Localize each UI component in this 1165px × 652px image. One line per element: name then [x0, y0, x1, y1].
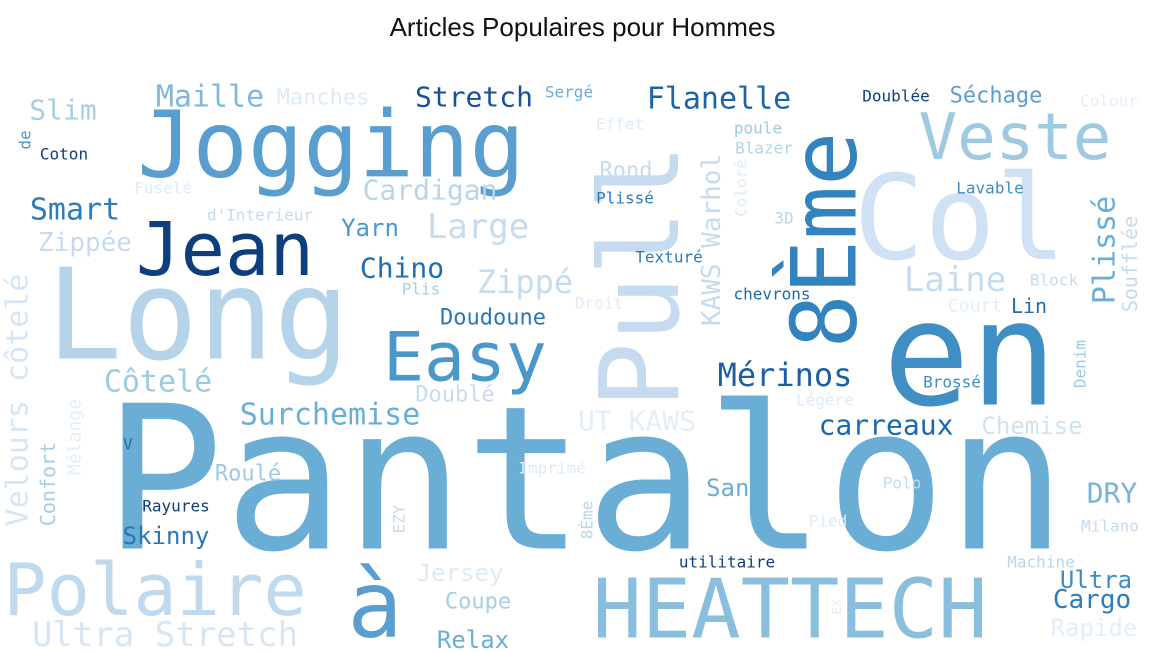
word-20: Smart	[30, 193, 120, 228]
word-30: KAWS Warhol	[697, 154, 727, 326]
word-75: d'Interieur	[207, 206, 313, 225]
word-56: Légère	[796, 391, 854, 410]
word-18: Flanelle	[647, 82, 792, 117]
word-72: 3D	[774, 209, 793, 228]
word-47: Confort	[36, 442, 60, 526]
word-65: Doublée	[862, 87, 929, 106]
word-7: Polaire	[3, 548, 306, 632]
word-28: Slim	[29, 94, 96, 127]
word-10: Veste	[919, 101, 1112, 175]
word-68: Effet	[596, 115, 644, 134]
word-87: V	[123, 435, 133, 454]
word-12: Easy	[383, 319, 547, 398]
word-49: Séchage	[950, 84, 1043, 109]
word-82: Machine	[1007, 553, 1074, 572]
word-77: de	[16, 130, 35, 149]
word-6: 8Ème	[771, 132, 878, 349]
word-31: UT KAWS	[578, 405, 696, 438]
word-15: Large	[427, 207, 529, 247]
word-5: Pull	[576, 144, 704, 409]
word-70: Blazer	[735, 139, 793, 158]
word-84: EX	[830, 599, 844, 614]
word-13: Ultra Stretch	[32, 615, 298, 652]
word-35: Chemise	[981, 412, 1082, 440]
word-64: Droit	[575, 294, 623, 313]
word-34: carreaux	[819, 409, 954, 442]
word-62: Texturé	[635, 248, 702, 267]
word-57: Court	[948, 296, 1002, 317]
word-46: Skinny	[123, 522, 210, 550]
word-1: HEATTECH	[593, 563, 988, 652]
word-0: Pantalon	[103, 364, 1066, 597]
word-54: Rond	[600, 159, 653, 184]
word-25: Côtelé	[104, 365, 212, 400]
word-40: Coupe	[445, 590, 511, 615]
word-80: Pied	[809, 512, 848, 531]
word-44: Roulé	[215, 462, 281, 487]
word-63: Plis	[402, 280, 441, 299]
word-52: Denim	[1071, 340, 1090, 388]
word-8: à	[347, 552, 402, 652]
word-38: Ultra	[1060, 566, 1132, 594]
word-81: Milano	[1081, 517, 1139, 536]
word-45: Sans	[706, 474, 764, 502]
word-26: Velours côtelé	[1, 274, 36, 527]
word-39: Relax	[437, 626, 509, 652]
word-14: Laine	[904, 260, 1006, 300]
chart-title: Articles Populaires pour Hommes	[389, 12, 776, 42]
word-41: Jersey	[417, 559, 504, 587]
word-76: Coton	[40, 145, 88, 164]
word-59: Brossé	[923, 373, 981, 392]
word-11: Jean	[136, 207, 314, 293]
word-29: Zippée	[38, 228, 132, 258]
word-42: Rapide	[1051, 614, 1138, 642]
word-61: chevrons	[733, 285, 810, 304]
word-9: Col	[853, 149, 1066, 287]
word-36: DRY	[1087, 477, 1138, 510]
word-22: Zippé	[477, 263, 573, 301]
word-16: Plissé	[1088, 196, 1123, 304]
word-73: Plissé	[596, 189, 654, 208]
word-37: Cargo	[1053, 585, 1131, 615]
word-85: EZY	[390, 504, 409, 533]
word-78: Imprimé	[518, 459, 585, 478]
word-27: Maille	[156, 80, 264, 115]
word-48: Mélangé	[65, 399, 86, 475]
word-86: 8Ème	[578, 501, 597, 540]
word-23: Mérinos	[718, 356, 853, 394]
word-58: Block	[1030, 271, 1079, 290]
word-3: Long	[46, 242, 349, 389]
word-79: Polo	[883, 474, 922, 493]
word-67: Sergé	[545, 83, 593, 102]
word-4: en	[883, 271, 1058, 440]
word-21: Chino	[360, 252, 444, 285]
word-71: Coloré	[732, 159, 751, 217]
word-19: Cardigan	[363, 174, 498, 207]
word-51: Lin	[1011, 294, 1047, 318]
word-33: Doublé	[415, 383, 494, 408]
word-60: Lavable	[956, 179, 1023, 198]
word-24: Surchemise	[240, 398, 421, 433]
word-53: Manches	[277, 86, 370, 111]
word-83: utilitaire	[679, 553, 775, 572]
word-69: poule	[734, 119, 782, 138]
word-55: Rayures	[142, 497, 209, 516]
word-2: Jogging	[137, 92, 525, 199]
word-74: Fuselé	[134, 179, 192, 198]
word-32: Doudoune	[440, 306, 546, 331]
word-17: Stretch	[415, 81, 533, 114]
word-43: Yarn	[341, 214, 399, 242]
word-66: Colour	[1080, 92, 1138, 111]
word-50: Soufflée	[1118, 216, 1142, 312]
